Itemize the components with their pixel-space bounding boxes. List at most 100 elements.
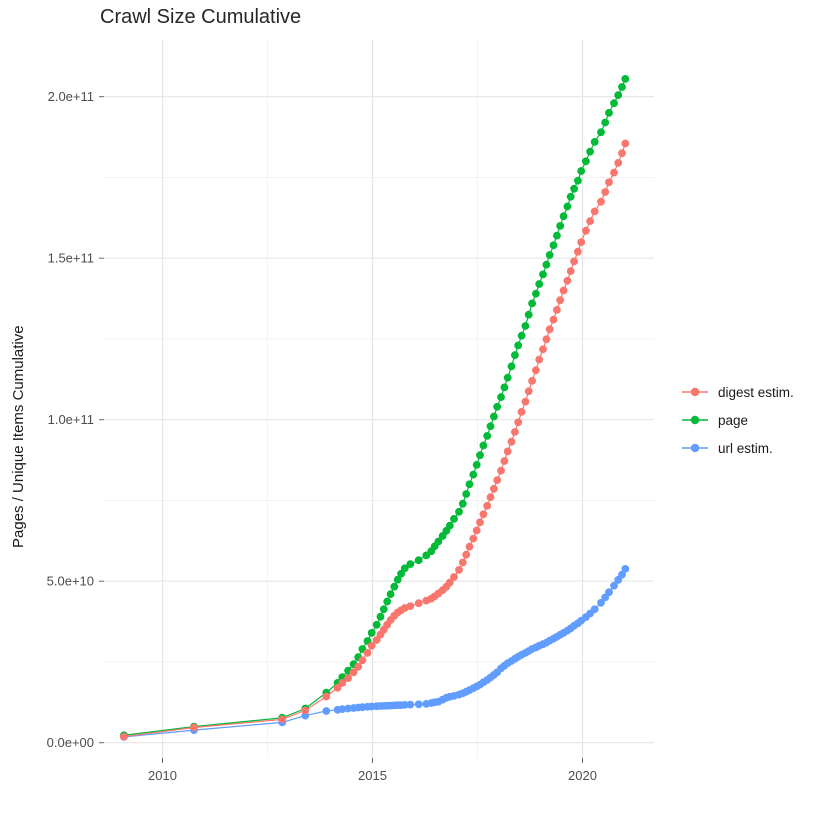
- data-point-page: [386, 590, 395, 598]
- y-tick-label: 2.0e+11: [48, 89, 94, 104]
- data-point-digest-estim: [367, 641, 376, 650]
- data-point-page: [406, 560, 415, 568]
- data-point-digest-estim: [450, 573, 458, 581]
- data-point-digest-estim: [582, 226, 590, 235]
- data-point-page: [479, 441, 488, 450]
- data-point-page: [597, 128, 605, 137]
- data-point-digest-estim: [586, 217, 594, 226]
- data-point-digest-estim: [455, 566, 463, 574]
- data-point-url-estim: [610, 581, 618, 590]
- series-line-url-estim: [123, 568, 626, 738]
- data-point-digest-estim: [301, 706, 310, 715]
- x-tick-label: 2020: [568, 768, 597, 783]
- data-point-page: [556, 222, 565, 230]
- data-point-digest-estim: [476, 518, 484, 527]
- legend-label: page: [718, 412, 749, 428]
- data-point-digest-estim: [528, 377, 536, 385]
- data-point-url-estim: [406, 700, 415, 709]
- legend-key-icon: [682, 443, 708, 453]
- data-point-page: [383, 597, 392, 606]
- data-point-page: [514, 341, 523, 350]
- data-point-digest-estim: [486, 493, 495, 502]
- data-point-digest-estim: [566, 267, 575, 275]
- data-point-page: [621, 75, 630, 83]
- data-point-digest-estim: [503, 447, 512, 456]
- x-tick-label: 2010: [148, 768, 177, 783]
- data-point-digest-estim: [524, 387, 533, 396]
- data-point-page: [618, 83, 626, 91]
- data-point-page: [493, 402, 502, 411]
- data-point-digest-estim: [469, 534, 478, 543]
- data-point-digest-estim: [614, 159, 623, 167]
- data-point-url-estim: [605, 588, 613, 597]
- data-point-digest-estim: [574, 247, 582, 256]
- data-point-page: [610, 99, 618, 108]
- data-point-digest-estim: [577, 238, 586, 247]
- data-point-page: [486, 422, 495, 431]
- data-point-digest-estim: [190, 723, 198, 732]
- data-point-page: [521, 322, 530, 330]
- data-point-page: [570, 184, 578, 193]
- data-point-page: [614, 91, 623, 99]
- data-point-url-estim: [621, 565, 630, 573]
- data-point-digest-estim: [610, 168, 618, 177]
- y-tick-label: 5.0e+10: [47, 574, 94, 589]
- data-point-page: [400, 564, 409, 573]
- data-point-page: [450, 515, 458, 523]
- data-point-page: [582, 157, 590, 166]
- data-point-page: [379, 605, 388, 614]
- data-point-digest-estim: [539, 345, 547, 354]
- data-point-digest-estim: [338, 679, 347, 687]
- data-point-digest-estim: [500, 457, 509, 465]
- legend-key-icon: [682, 387, 708, 397]
- data-point-url-estim: [322, 707, 331, 715]
- data-point-page: [472, 461, 481, 469]
- data-point-page: [563, 202, 572, 211]
- data-point-page: [601, 118, 610, 127]
- data-point-page: [390, 582, 399, 591]
- data-point-page: [414, 556, 423, 565]
- data-point-digest-estim: [458, 558, 467, 567]
- data-point-digest-estim: [120, 732, 128, 741]
- data-point-page: [372, 620, 381, 629]
- data-point-digest-estim: [344, 674, 352, 682]
- data-point-page: [393, 575, 402, 584]
- data-point-page: [511, 351, 519, 359]
- data-point-digest-estim: [545, 325, 554, 334]
- legend: digest estim. page url estim.: [681, 380, 794, 464]
- data-point-page: [455, 507, 463, 516]
- data-point-page: [517, 331, 526, 340]
- data-point-page: [469, 470, 478, 479]
- data-point-digest-estim: [493, 476, 502, 484]
- data-point-digest-estim: [497, 466, 505, 475]
- data-point-page: [458, 499, 467, 508]
- legend-item-url-estim: url estim.: [681, 436, 794, 460]
- data-point-page: [497, 393, 505, 401]
- data-point-page: [528, 299, 536, 308]
- data-point-digest-estim: [358, 656, 367, 665]
- data-point-page: [566, 192, 575, 201]
- data-point-url-estim: [618, 570, 626, 579]
- data-point-digest-estim: [333, 683, 342, 692]
- data-point-page: [376, 612, 385, 621]
- data-point-digest-estim: [483, 502, 492, 510]
- data-point-page: [500, 383, 509, 392]
- data-point-page: [535, 280, 544, 288]
- data-point-url-estim: [400, 701, 409, 709]
- data-point-digest-estim: [406, 602, 415, 610]
- y-tick-label: 0.0e+00: [47, 735, 94, 750]
- data-point-page: [490, 412, 498, 421]
- data-point-url-estim: [597, 598, 605, 607]
- data-point-digest-estim: [372, 636, 381, 644]
- data-point-digest-estim: [559, 286, 568, 295]
- data-point-page: [397, 569, 405, 578]
- data-point-digest-estim: [563, 276, 572, 285]
- legend-item-page: page: [681, 408, 794, 432]
- data-point-page: [524, 310, 533, 319]
- data-point-digest-estim: [462, 550, 471, 559]
- data-point-page: [590, 138, 599, 146]
- data-point-page: [553, 231, 561, 240]
- data-point-digest-estim: [445, 578, 454, 587]
- data-point-digest-estim: [514, 418, 523, 427]
